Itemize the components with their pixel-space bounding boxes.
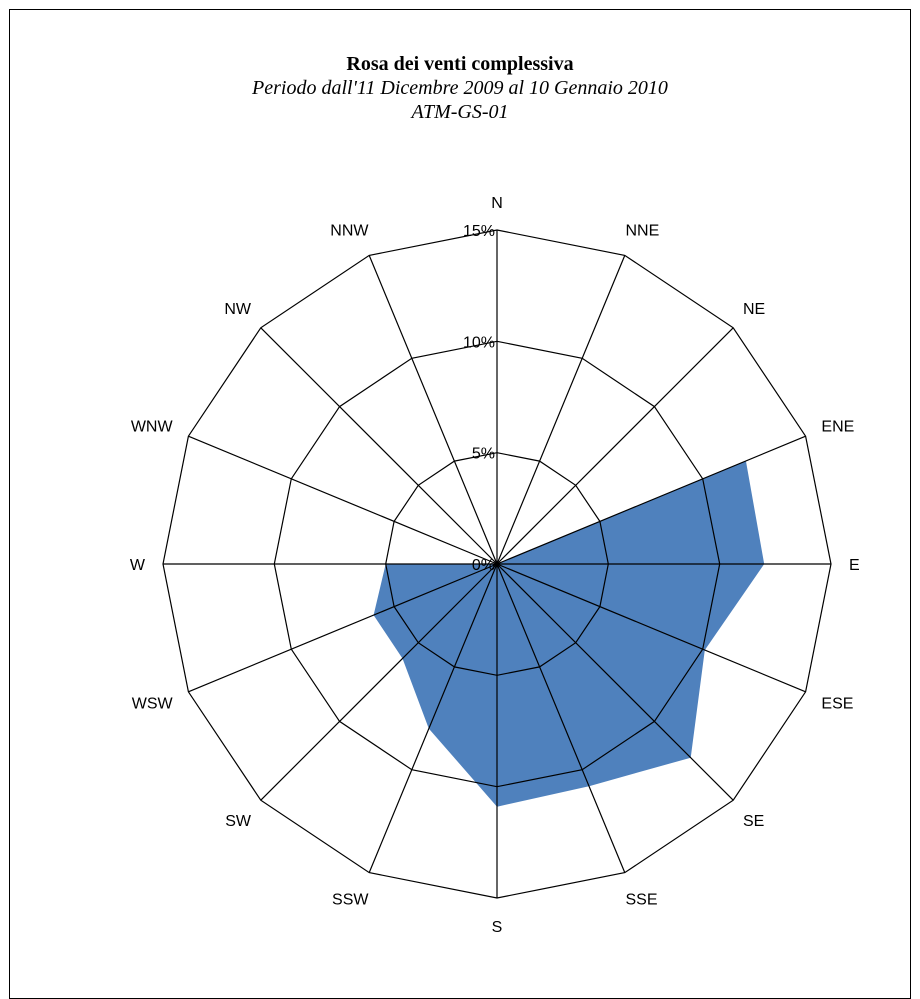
direction-label-E: E — [849, 557, 860, 574]
ring-label-5: 5% — [472, 446, 495, 463]
spoke-NW — [260, 327, 498, 565]
direction-label-S: S — [492, 919, 503, 936]
spoke-WSW — [188, 563, 498, 693]
direction-label-W: W — [130, 557, 146, 574]
data-series-area — [373, 460, 765, 807]
spoke-SSW — [368, 563, 498, 873]
chart-title: Rosa dei venti complessiva — [346, 53, 574, 75]
direction-label-ESE: ESE — [821, 696, 853, 713]
chart-station: ATM-GS-01 — [411, 101, 509, 123]
spoke-NNW — [368, 255, 498, 565]
spoke-NE — [496, 327, 734, 565]
ring-label-0: 0% — [472, 557, 495, 574]
direction-label-SSE: SSE — [626, 891, 658, 908]
spoke-SE — [496, 563, 734, 801]
title-block: Rosa dei venti complessiva Periodo dall'… — [0, 52, 920, 124]
direction-label-N: N — [491, 195, 503, 212]
direction-label-ENE: ENE — [821, 419, 854, 436]
chart-subtitle: Periodo dall'11 Dicembre 2009 al 10 Genn… — [252, 77, 668, 99]
direction-label-NW: NW — [224, 301, 252, 318]
spoke-NNE — [496, 255, 626, 565]
ring-label-10: 10% — [463, 334, 495, 351]
ring-label-15: 15% — [463, 223, 495, 240]
spoke-WNW — [188, 435, 498, 565]
chart-frame — [9, 9, 911, 999]
direction-label-SE: SE — [743, 813, 764, 830]
spoke-SW — [260, 563, 498, 801]
direction-label-NNE: NNE — [626, 223, 660, 240]
direction-label-SW: SW — [225, 813, 252, 830]
direction-label-WNW: WNW — [131, 419, 174, 436]
spoke-SSE — [496, 563, 626, 873]
direction-label-NE: NE — [743, 301, 765, 318]
direction-label-WSW: WSW — [132, 696, 174, 713]
direction-label-SSW: SSW — [332, 891, 369, 908]
direction-label-NNW: NNW — [330, 223, 369, 240]
spoke-ENE — [496, 435, 806, 565]
spoke-ESE — [496, 563, 806, 693]
